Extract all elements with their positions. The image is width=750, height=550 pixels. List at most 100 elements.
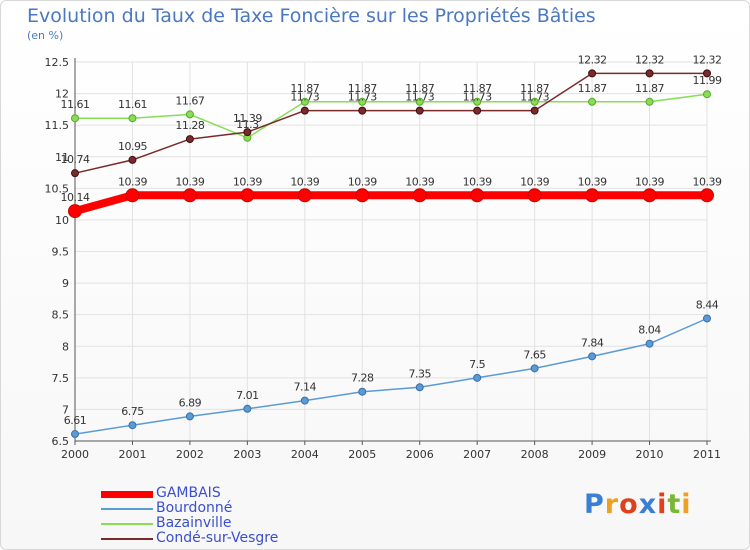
y-tick-label: 12 bbox=[55, 88, 69, 101]
data-label: 11.99 bbox=[693, 74, 722, 87]
data-label: 6.89 bbox=[179, 396, 202, 409]
x-tick-label: 2001 bbox=[118, 448, 146, 461]
y-tick-label: 11.5 bbox=[45, 119, 70, 132]
y-tick-label: 7.5 bbox=[52, 372, 70, 385]
y-tick-label: 11 bbox=[55, 151, 69, 164]
x-tick-label: 2009 bbox=[578, 448, 606, 461]
data-point bbox=[358, 106, 367, 115]
data-label: 11.73 bbox=[520, 91, 549, 104]
data-point bbox=[530, 97, 539, 106]
logo-letter: x bbox=[638, 489, 658, 520]
data-point bbox=[68, 204, 82, 219]
data-point bbox=[470, 188, 485, 203]
data-point bbox=[128, 114, 137, 123]
data-point bbox=[125, 188, 140, 203]
data-label: 7.01 bbox=[236, 389, 259, 402]
data-label: 11.73 bbox=[463, 91, 492, 104]
data-label: 11.87 bbox=[520, 82, 549, 95]
series-line-gambais bbox=[71, 191, 711, 216]
data-point bbox=[645, 97, 654, 106]
data-label: 8.04 bbox=[638, 324, 661, 337]
series-line-condé-sur-vesgre bbox=[74, 72, 708, 174]
data-point bbox=[527, 188, 542, 203]
data-point bbox=[645, 339, 654, 348]
data-label: 11.39 bbox=[233, 112, 262, 125]
y-tick-label: 6.5 bbox=[52, 435, 70, 448]
logo-letter: t bbox=[667, 489, 682, 520]
y-tick-label: 7 bbox=[62, 403, 69, 416]
legend-swatch bbox=[101, 491, 153, 498]
data-label: 12.32 bbox=[693, 53, 722, 66]
data-label: 10.39 bbox=[520, 175, 549, 188]
data-point bbox=[588, 69, 597, 78]
data-label: 10.39 bbox=[463, 175, 492, 188]
logo-letter: P bbox=[584, 489, 605, 520]
y-tick-label: 9.5 bbox=[52, 246, 70, 259]
data-point bbox=[703, 90, 711, 99]
data-point bbox=[588, 352, 597, 361]
data-point bbox=[358, 387, 367, 396]
data-label: 11.73 bbox=[290, 91, 319, 104]
data-point bbox=[71, 169, 79, 178]
data-label: 10.39 bbox=[635, 175, 664, 188]
data-point bbox=[71, 114, 79, 123]
data-point bbox=[300, 97, 309, 106]
legend-swatch bbox=[101, 538, 153, 540]
data-point bbox=[473, 97, 482, 106]
x-tick-label: 2008 bbox=[521, 448, 549, 461]
x-tick-label: 2005 bbox=[348, 448, 376, 461]
data-label: 11.87 bbox=[578, 82, 607, 95]
y-tick-label: 12.5 bbox=[45, 56, 70, 69]
chart-unit-label: (en %) bbox=[27, 29, 64, 42]
data-label: 10.74 bbox=[61, 153, 90, 166]
data-point bbox=[645, 69, 654, 78]
data-point bbox=[473, 373, 482, 382]
data-point bbox=[412, 188, 427, 203]
data-label: 6.75 bbox=[121, 405, 144, 418]
logo-letter: r bbox=[604, 489, 620, 520]
data-label: 10.39 bbox=[175, 175, 204, 188]
data-point bbox=[355, 188, 370, 203]
y-tick-label: 9 bbox=[62, 277, 69, 290]
data-label: 11.87 bbox=[348, 82, 377, 95]
data-label: 11.67 bbox=[175, 94, 204, 107]
data-point bbox=[182, 188, 197, 203]
data-label: 11.87 bbox=[463, 82, 492, 95]
data-point bbox=[703, 314, 711, 323]
data-label: 11.73 bbox=[405, 91, 434, 104]
proxiti-logo: Proxiti bbox=[584, 489, 692, 520]
y-tick-label: 8.5 bbox=[52, 309, 70, 322]
y-tick-label: 10.5 bbox=[45, 182, 70, 195]
data-label: 11.87 bbox=[405, 82, 434, 95]
data-label: 11.61 bbox=[61, 98, 90, 111]
data-point bbox=[297, 188, 312, 203]
legend-label: GAMBAIS bbox=[156, 485, 221, 501]
data-label: 10.39 bbox=[233, 175, 262, 188]
data-point bbox=[700, 188, 714, 203]
x-tick-label: 2002 bbox=[176, 448, 204, 461]
data-label: 11.61 bbox=[118, 98, 147, 111]
data-label: 10.95 bbox=[118, 140, 147, 153]
data-label: 10.39 bbox=[693, 175, 722, 188]
legend-label: Bourdonné bbox=[156, 500, 233, 516]
x-tick-label: 2006 bbox=[406, 448, 434, 461]
logo-letter: i bbox=[657, 489, 668, 520]
data-point bbox=[128, 421, 137, 430]
data-label: 11.28 bbox=[175, 119, 204, 132]
data-point bbox=[703, 69, 711, 78]
legend-label: Condé-sur-Vesgre bbox=[156, 530, 279, 546]
data-label: 10.14 bbox=[61, 191, 90, 204]
data-point bbox=[358, 97, 367, 106]
legend-label: Bazainville bbox=[156, 515, 232, 531]
data-point bbox=[243, 404, 252, 413]
data-label: 12.32 bbox=[578, 53, 607, 66]
data-label: 11.73 bbox=[348, 91, 377, 104]
series-line-bazainville bbox=[74, 93, 708, 139]
data-point bbox=[415, 106, 424, 115]
x-tick-label: 2010 bbox=[636, 448, 664, 461]
data-label: 11.87 bbox=[635, 82, 664, 95]
data-label: 11.87 bbox=[290, 82, 319, 95]
data-point bbox=[473, 106, 482, 115]
